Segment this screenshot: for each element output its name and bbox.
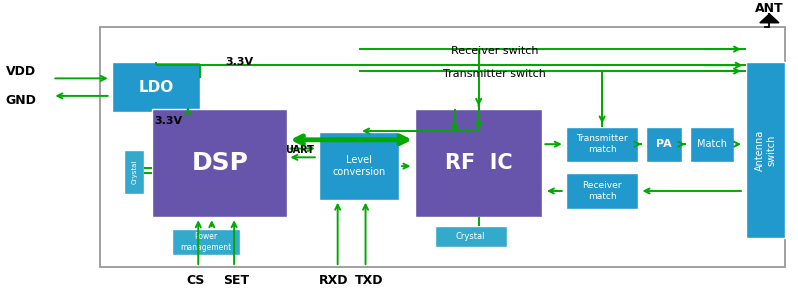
Text: Match: Match: [697, 139, 727, 149]
Text: Antenna
switch: Antenna switch: [755, 129, 776, 171]
Text: UART: UART: [285, 145, 314, 155]
FancyBboxPatch shape: [113, 62, 200, 112]
Text: VDD: VDD: [6, 64, 36, 78]
Text: RF  IC: RF IC: [444, 153, 512, 173]
Text: DSP: DSP: [192, 151, 248, 175]
FancyBboxPatch shape: [745, 62, 785, 238]
Bar: [101, 27, 785, 267]
Text: Crystal: Crystal: [456, 232, 485, 241]
Text: 3.3V: 3.3V: [226, 57, 254, 67]
Text: Receiver switch: Receiver switch: [451, 45, 539, 56]
FancyBboxPatch shape: [152, 109, 287, 217]
Text: GND: GND: [5, 94, 36, 107]
FancyBboxPatch shape: [124, 150, 144, 194]
FancyBboxPatch shape: [435, 226, 507, 247]
Text: ANT: ANT: [755, 2, 784, 15]
Polygon shape: [760, 14, 779, 23]
Text: Receiver
match: Receiver match: [583, 181, 622, 201]
Text: CS: CS: [187, 274, 205, 287]
Text: Level
conversion: Level conversion: [333, 155, 385, 177]
FancyBboxPatch shape: [319, 132, 399, 200]
Text: Transmitter switch: Transmitter switch: [443, 69, 546, 79]
Text: RXD: RXD: [319, 274, 349, 287]
FancyBboxPatch shape: [567, 127, 638, 162]
Text: TXD: TXD: [355, 274, 384, 287]
FancyBboxPatch shape: [689, 127, 733, 162]
FancyBboxPatch shape: [646, 127, 681, 162]
Text: PA: PA: [656, 139, 672, 149]
Text: SET: SET: [223, 274, 249, 287]
Text: Transmitter
match: Transmitter match: [576, 135, 628, 154]
Text: 3.3V: 3.3V: [154, 116, 182, 126]
Text: Crystal: Crystal: [131, 160, 137, 184]
FancyBboxPatch shape: [172, 229, 239, 255]
Text: Power
management: Power management: [180, 233, 231, 252]
FancyBboxPatch shape: [567, 173, 638, 208]
Text: LDO: LDO: [138, 80, 174, 95]
FancyBboxPatch shape: [415, 109, 543, 217]
